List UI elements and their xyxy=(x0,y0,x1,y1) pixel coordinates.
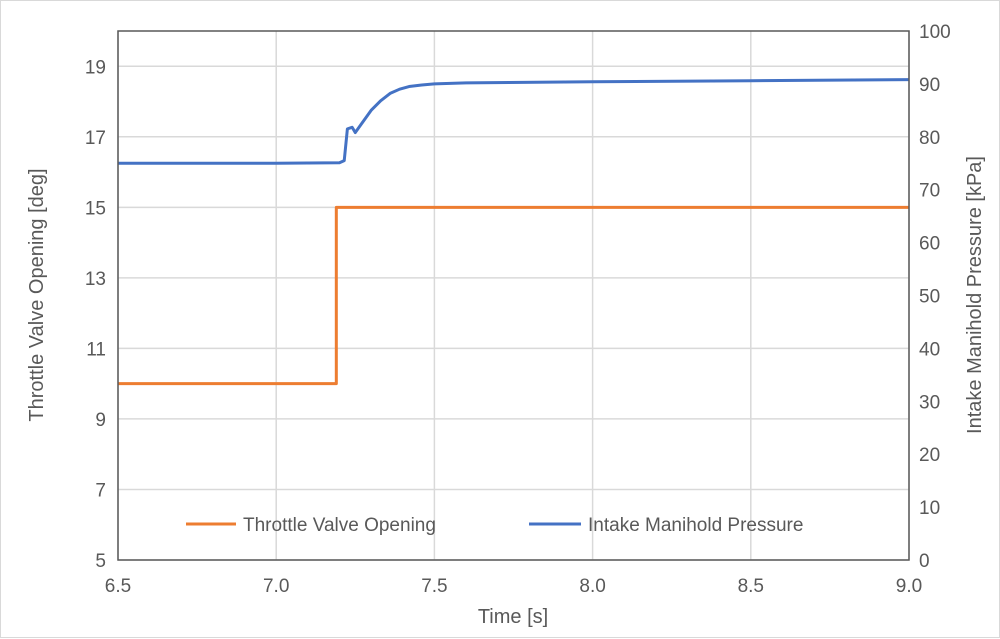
y-left-tick-label: 13 xyxy=(85,269,106,290)
x-axis-label: Time [s] xyxy=(478,606,548,628)
y-right-tick-label: 20 xyxy=(919,445,940,466)
x-tick-label: 6.5 xyxy=(105,576,131,597)
y-right-tick-label: 40 xyxy=(919,339,940,360)
y-right-tick-label: 90 xyxy=(919,75,940,96)
y-right-tick-label: 60 xyxy=(919,234,940,255)
y-right-tick-label: 80 xyxy=(919,128,940,149)
y-left-tick-label: 17 xyxy=(85,128,106,149)
legend-label-throttle: Throttle Valve Opening xyxy=(243,515,436,536)
x-tick-label: 7.0 xyxy=(263,576,289,597)
x-tick-label: 8.0 xyxy=(579,576,605,597)
pressure-series-line xyxy=(118,78,910,165)
y-left-tick-label: 11 xyxy=(86,339,106,360)
y-left-tick-label: 5 xyxy=(95,551,106,572)
throttle-series-line xyxy=(118,205,909,386)
y-left-axis-label: Throttle Valve Opening [deg] xyxy=(26,168,48,421)
x-tick-label: 7.5 xyxy=(421,576,447,597)
plot-area-border xyxy=(117,30,910,561)
y-right-tick-label: 10 xyxy=(919,498,940,519)
y-right-tick-label: 30 xyxy=(919,392,940,413)
y-left-tick-label: 7 xyxy=(95,480,106,501)
x-tick-label: 9.0 xyxy=(896,576,922,597)
y-right-tick-label: 100 xyxy=(919,22,951,43)
y-right-tick-label: 50 xyxy=(919,287,940,308)
x-tick-label: 8.5 xyxy=(738,576,764,597)
y-right-tick-label: 70 xyxy=(919,181,940,202)
y-left-tick-label: 19 xyxy=(85,57,106,78)
y-right-tick-label: 0 xyxy=(919,551,930,572)
legend: Throttle Valve Opening Intake Manihold P… xyxy=(186,515,803,536)
y-left-tick-label: 15 xyxy=(85,198,106,219)
y-right-axis-label: Intake Manihold Pressure [kPa] xyxy=(964,156,986,434)
legend-label-pressure: Intake Manihold Pressure xyxy=(588,515,803,536)
y-left-tick-label: 9 xyxy=(95,410,106,431)
